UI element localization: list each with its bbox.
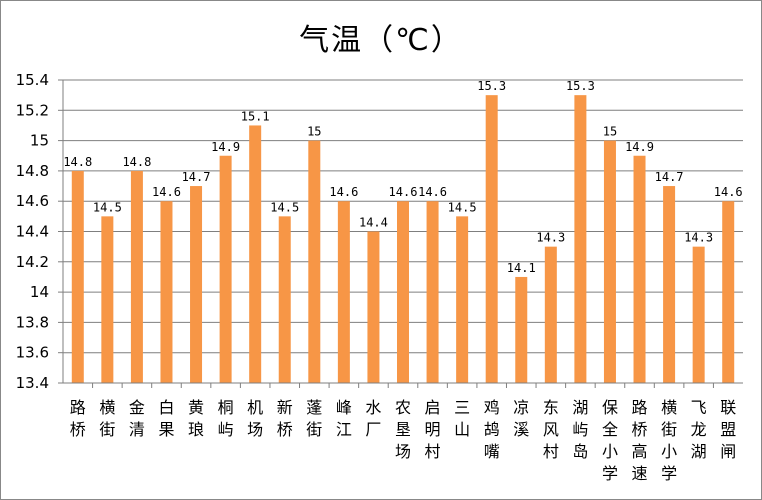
x-category-label: 路桥高速	[632, 398, 648, 483]
bar	[308, 140, 321, 383]
bar	[190, 186, 203, 383]
x-category-label: 联盟闸	[720, 398, 736, 461]
x-category-label: 农垦场	[395, 398, 411, 461]
x-category-label: 桐屿	[218, 398, 234, 439]
y-tick-label: 14.4	[16, 223, 49, 241]
bar	[574, 95, 587, 384]
y-tick-label: 14.2	[16, 253, 49, 271]
bar-value-label: 14.1	[507, 261, 536, 275]
x-category-label: 湖屿岛	[572, 398, 588, 461]
bar-value-label: 14.9	[625, 140, 654, 154]
x-category-label: 黄琅	[188, 398, 204, 439]
bar-value-label: 14.8	[63, 155, 92, 169]
x-category-label: 横街小学	[661, 398, 677, 483]
bar-value-label: 14.6	[389, 185, 418, 199]
y-tick-label: 15.2	[16, 101, 49, 119]
bar	[71, 170, 84, 383]
bars	[71, 95, 735, 384]
x-category-label: 水厂	[365, 398, 381, 439]
y-tick-label: 15.4	[16, 71, 49, 89]
bar	[692, 246, 705, 383]
bar	[603, 140, 616, 383]
bar-value-label: 14.3	[536, 231, 565, 245]
y-tick-label: 14.8	[16, 162, 49, 180]
y-tick-label: 14	[30, 283, 49, 301]
x-category-label: 峰江	[336, 398, 352, 439]
bar-value-label: 14.5	[270, 200, 299, 214]
bar	[426, 201, 439, 383]
data-labels: 14.814.514.814.614.714.915.114.51514.614…	[63, 79, 742, 275]
bar-value-label: 14.3	[684, 231, 713, 245]
bar	[633, 155, 646, 383]
bar-value-label: 15.3	[566, 79, 595, 93]
x-category-label: 金清	[129, 398, 145, 439]
bar-value-label: 15.3	[477, 79, 506, 93]
bar	[278, 216, 291, 383]
x-category-label: 白果	[158, 398, 174, 439]
bar-value-label: 14.8	[122, 155, 151, 169]
bar-value-label: 14.6	[418, 185, 447, 199]
bar	[130, 170, 143, 383]
x-category-label: 机场	[247, 398, 263, 439]
y-tick-label: 15	[30, 132, 49, 150]
bar-value-label: 14.6	[714, 185, 743, 199]
bar	[101, 216, 114, 383]
bar	[160, 201, 173, 383]
chart-title: 气温（℃）	[299, 23, 463, 58]
bar-value-label: 14.6	[329, 185, 358, 199]
bar-value-label: 14.5	[93, 200, 122, 214]
axes: 13.4 13.6 13.8 14 14.2 14.4 14.6 14.8 15 15.2 15.4…	[16, 71, 743, 483]
bar-value-label: 14.4	[359, 216, 388, 230]
bar-value-label: 15	[603, 125, 617, 139]
y-tick-label: 13.8	[16, 313, 49, 331]
x-category-label: 启明村	[425, 398, 441, 461]
bar-value-label: 14.7	[182, 170, 211, 184]
bar	[367, 231, 380, 383]
bar-value-label: 15.1	[241, 109, 270, 123]
y-tick-label: 14.6	[16, 192, 49, 210]
x-category-label: 飞龙湖	[691, 398, 707, 461]
x-category-label: 路桥	[70, 398, 86, 439]
bar	[337, 201, 350, 383]
y-tick-label: 13.4	[16, 374, 49, 392]
x-category-label: 三山	[454, 398, 470, 439]
bar	[397, 201, 409, 383]
bar	[456, 216, 469, 383]
x-category-label: 保全小学	[602, 398, 618, 483]
x-category-label: 凉溪	[513, 398, 529, 439]
bar	[515, 276, 528, 383]
bar	[249, 125, 262, 383]
bar-value-label: 14.5	[448, 200, 477, 214]
bar	[722, 201, 735, 383]
x-category-label: 横街	[99, 398, 115, 439]
x-category-label: 鸡鸪嘴	[484, 398, 500, 461]
bar	[485, 95, 498, 384]
bar-value-label: 15	[307, 125, 321, 139]
x-category-label: 蓬街	[306, 398, 322, 439]
x-category-label: 新桥	[277, 398, 293, 439]
bar-value-label: 14.7	[655, 170, 684, 184]
bar	[219, 155, 232, 383]
bar-value-label: 14.6	[152, 185, 181, 199]
bar	[663, 186, 676, 383]
y-tick-label: 13.6	[16, 344, 49, 362]
bar	[544, 246, 557, 383]
bar-value-label: 14.9	[211, 140, 240, 154]
x-category-label: 东风村	[543, 398, 559, 461]
